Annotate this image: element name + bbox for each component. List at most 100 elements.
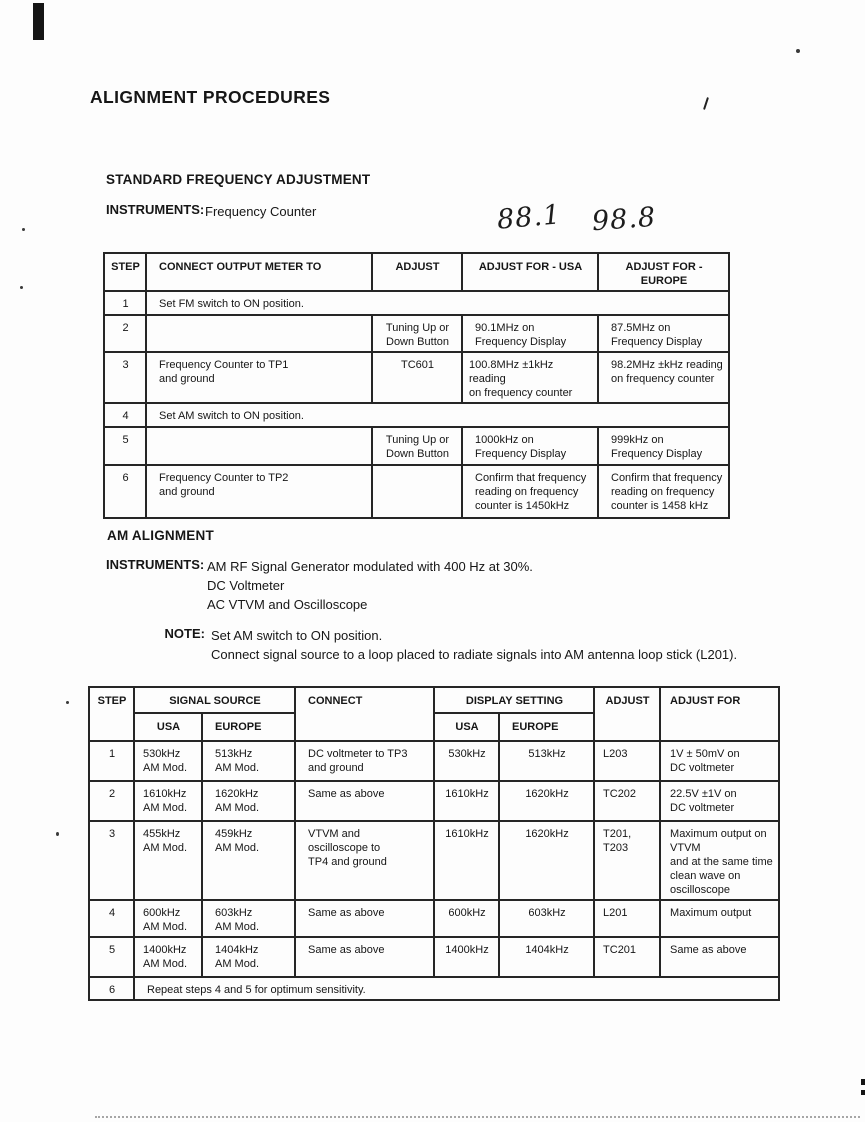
adjust-usa-cell: Confirm that frequency reading on freque… [461, 464, 599, 519]
step-cell: 3 [103, 351, 147, 404]
connect-cell: Same as above [294, 780, 436, 822]
step-cell: 5 [88, 936, 135, 978]
standard-frequency-table: STEP CONNECT OUTPUT METER TO ADJUST ADJU… [103, 252, 730, 519]
adjust-cell: TC201 [593, 936, 662, 978]
signal-usa-cell: 530kHz AM Mod. [133, 740, 203, 782]
adjust-europe-cell: 98.2MHz ±kHz reading on frequency counte… [597, 351, 730, 404]
step-cell: 4 [103, 402, 147, 428]
table1-row: 4 Set AM switch to ON position. [103, 402, 730, 428]
display-europe-cell: 513kHz [498, 740, 596, 782]
handwritten-annotation-right: 98.8 [590, 201, 658, 238]
instruments-list: AM RF Signal Generator modulated with 40… [207, 559, 533, 612]
signal-europe-cell: 513kHz AM Mod. [200, 740, 297, 782]
handwritten-annotation-left: 88.1 [495, 199, 563, 236]
signal-europe-cell: 1404kHz AM Mod. [200, 936, 297, 978]
table2-header-adjust-for: ADJUST FOR [659, 686, 781, 742]
adjust-for-cell: Maximum output [659, 899, 781, 938]
connect-cell: Frequency Counter to TP2 and ground [145, 464, 373, 519]
scan-speck [66, 701, 69, 704]
table2-row: 4 600kHz AM Mod. 603kHz AM Mod. Same as … [88, 899, 781, 938]
adjust-europe-cell: Confirm that frequency reading on freque… [597, 464, 730, 519]
display-usa-cell: 1400kHz [433, 936, 501, 978]
table2-subheader-ds-europe: EUROPE [498, 712, 596, 742]
signal-usa-cell: 455kHz AM Mod. [133, 820, 203, 901]
signal-europe-cell: 459kHz AM Mod. [200, 820, 297, 901]
step-cell: 4 [88, 899, 135, 938]
table2-row: 3 455kHz AM Mod. 459kHz AM Mod. VTVM and… [88, 820, 781, 901]
table2-subheader-ss-europe: EUROPE [200, 712, 297, 742]
table1-row: 6 Frequency Counter to TP2 and ground Co… [103, 464, 730, 519]
table2-header-signal-source: SIGNAL SOURCE [132, 686, 297, 714]
adjust-cell: L201 [593, 899, 662, 938]
connect-cell: DC voltmeter to TP3 and ground [294, 740, 436, 782]
signal-usa-cell: 1400kHz AM Mod. [133, 936, 203, 978]
instruments-label: INSTRUMENTS: [106, 202, 205, 217]
am-alignment-table: STEP SIGNAL SOURCE CONNECT DISPLAY SETTI… [88, 686, 781, 1001]
table2-header-connect: CONNECT [294, 686, 436, 742]
table2-row: 5 1400kHz AM Mod. 1404kHz AM Mod. Same a… [88, 936, 781, 978]
table2-subheader-ds-usa: USA [433, 712, 501, 742]
table2-row: 6 Repeat steps 4 and 5 for optimum sensi… [88, 976, 781, 1001]
step-cell: 5 [103, 426, 147, 466]
table1-header-step: STEP [103, 252, 147, 292]
pen-slash-mark [703, 97, 709, 110]
scan-mark-top-left [33, 3, 44, 40]
spanned-instruction-cell: Set AM switch to ON position. [145, 402, 730, 428]
adjust-europe-cell: 87.5MHz on Frequency Display [597, 314, 730, 353]
table2-header-adjust: ADJUST [593, 686, 662, 742]
step-cell: 6 [88, 976, 135, 1001]
connect-cell: Same as above [294, 899, 436, 938]
table2-header-step: STEP [88, 686, 135, 742]
instruments-label: INSTRUMENTS: [106, 557, 205, 572]
scan-speck [56, 832, 59, 836]
display-usa-cell: 530kHz [433, 740, 501, 782]
display-usa-cell: 1610kHz [433, 780, 501, 822]
table1-header-adjust-europe: ADJUST FOR - EUROPE [597, 252, 730, 292]
step-cell: 1 [88, 740, 135, 782]
table1-row: 1 Set FM switch to ON position. [103, 290, 730, 316]
spanned-instruction-cell: Repeat steps 4 and 5 for optimum sensiti… [132, 976, 781, 1001]
adjust-europe-cell: 999kHz on Frequency Display [597, 426, 730, 466]
display-usa-cell: 600kHz [433, 899, 501, 938]
note-label: NOTE: [164, 626, 205, 641]
step-cell: 2 [103, 314, 147, 353]
scan-mark-right-edge [861, 1090, 865, 1095]
signal-europe-cell: 603kHz AM Mod. [200, 899, 297, 938]
adjust-cell: TC601 [371, 351, 463, 404]
adjust-for-cell: 22.5V ±1V on DC voltmeter [659, 780, 781, 822]
table2-row: 2 1610kHz AM Mod. 1620kHz AM Mod. Same a… [88, 780, 781, 822]
step-cell: 3 [88, 820, 135, 901]
scan-speck [20, 286, 23, 289]
table2-row: 1 530kHz AM Mod. 513kHz AM Mod. DC voltm… [88, 740, 781, 782]
table2-header-display-setting: DISPLAY SETTING [433, 686, 596, 714]
adjust-cell [371, 464, 463, 519]
table1-header-adjust-usa: ADJUST FOR - USA [461, 252, 599, 292]
adjust-cell: L203 [593, 740, 662, 782]
step-cell: 6 [103, 464, 147, 519]
table1-row: 2 Tuning Up or Down Button 90.1MHz on Fr… [103, 314, 730, 353]
table1-header-connect: CONNECT OUTPUT METER TO [145, 252, 373, 292]
connect-cell: Frequency Counter to TP1 and ground [145, 351, 373, 404]
table2-subheader-ss-usa: USA [133, 712, 203, 742]
connect-cell: VTVM and oscilloscope to TP4 and ground [294, 820, 436, 901]
section1-heading: STANDARD FREQUENCY ADJUSTMENT [106, 172, 371, 187]
signal-usa-cell: 600kHz AM Mod. [133, 899, 203, 938]
signal-usa-cell: 1610kHz AM Mod. [133, 780, 203, 822]
page-title: ALIGNMENT PROCEDURES [90, 87, 331, 107]
adjust-cell: TC202 [593, 780, 662, 822]
connect-cell: Same as above [294, 936, 436, 978]
step-cell: 1 [103, 290, 147, 316]
adjust-usa-cell: 90.1MHz on Frequency Display [461, 314, 599, 353]
table2-header-row2: USA EUROPE USA EUROPE [89, 712, 779, 742]
table1-header-row: STEP CONNECT OUTPUT METER TO ADJUST ADJU… [103, 252, 730, 292]
adjust-for-cell: 1V ± 50mV on DC voltmeter [659, 740, 781, 782]
display-europe-cell: 1620kHz [498, 820, 596, 901]
table1-row: 5 Tuning Up or Down Button 1000kHz on Fr… [103, 426, 730, 466]
adjust-cell: Tuning Up or Down Button [371, 314, 463, 353]
adjust-for-cell: Same as above [659, 936, 781, 978]
adjust-usa-cell: 1000kHz on Frequency Display [461, 426, 599, 466]
step-cell: 2 [88, 780, 135, 822]
scan-mark-right-edge [861, 1079, 865, 1085]
connect-cell [145, 426, 373, 466]
